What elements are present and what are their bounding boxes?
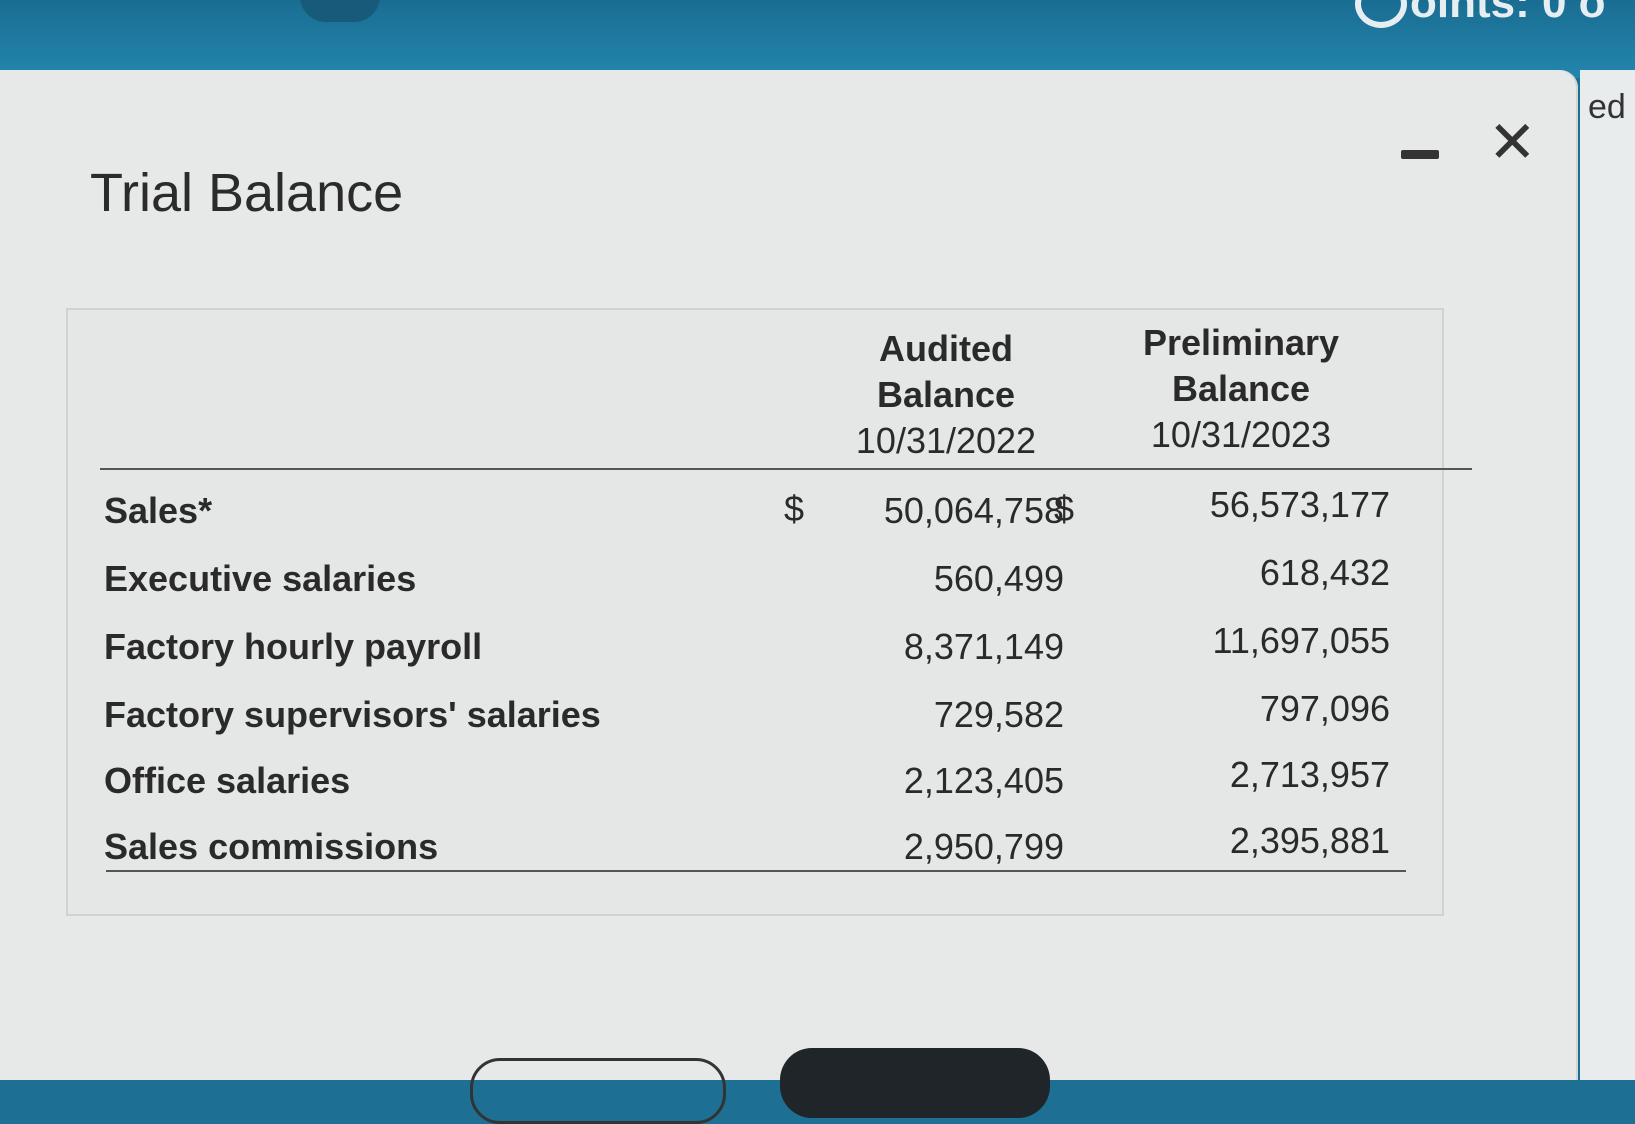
minimize-button[interactable] [1400,136,1440,172]
row-label: Sales commissions [104,826,439,867]
audited-value: 2,123,405 [903,760,1064,801]
column-header-line: Preliminary [1142,322,1340,363]
table-row: Sales* $ 50,064,758 $ 56,573,177 [68,482,1442,542]
minimize-icon [1401,149,1439,159]
dialog-title: Trial Balance [90,163,404,223]
close-icon: ✕ [1488,110,1537,175]
trial-balance-dialog: Trial Balance ✕ Audited Balance 10/31/20… [0,70,1578,1080]
currency-symbol: $ [1054,488,1075,529]
column-header-line: Balance [876,374,1016,415]
column-header-preliminary: Preliminary Balance 10/31/2023 [1126,320,1356,458]
table-row: Office salaries 2,123,405 2,713,957 [68,752,1442,812]
preliminary-value: 618,432 [1259,552,1390,593]
column-header-audited: Audited Balance 10/31/2022 [846,326,1046,464]
preliminary-value: 11,697,055 [1212,620,1390,661]
background-text: ed [1588,88,1626,126]
audited-value: 2,950,799 [903,826,1064,867]
preliminary-value: 2,713,957 [1229,754,1390,795]
column-header-date: 10/31/2022 [855,420,1037,461]
audited-value: 560,499 [933,558,1064,599]
table-row: Executive salaries 560,499 618,432 [68,550,1442,610]
table-row: Sales commissions 2,950,799 2,395,881 [68,818,1442,878]
points-text: oints: 0 o [1410,0,1606,27]
background-page [1580,70,1635,1080]
row-label: Factory hourly payroll [104,626,483,667]
done-button[interactable] [780,1048,1050,1118]
preliminary-value: 56,573,177 [1209,484,1390,525]
audited-value: 8,371,149 [903,626,1064,667]
preliminary-value: 2,395,881 [1229,820,1390,861]
row-label: Executive salaries [104,558,417,599]
preliminary-value: 797,096 [1259,688,1390,729]
avatar[interactable] [300,0,380,22]
row-label: Sales* [104,490,213,531]
print-button[interactable] [470,1058,726,1124]
header-divider [100,468,1472,470]
column-header-line: Audited [879,328,1013,369]
row-label: Factory supervisors' salaries [104,694,601,735]
table-bottom-divider [106,870,1406,872]
points-ring-icon [1355,0,1407,28]
currency-symbol: $ [784,488,805,529]
audited-value: 729,582 [933,694,1064,735]
column-header-line: Balance [1171,368,1311,409]
trial-balance-table: Audited Balance 10/31/2022 Preliminary B… [66,308,1472,916]
table-row: Factory hourly payroll 8,371,149 11,697,… [68,618,1442,678]
column-header-date: 10/31/2023 [1150,414,1332,455]
row-label: Office salaries [104,760,351,801]
close-button[interactable]: ✕ [1488,114,1537,172]
audited-value: 50,064,758 [883,490,1064,531]
table-row: Factory supervisors' salaries 729,582 79… [68,686,1442,746]
top-bar: oints: 0 o [0,0,1635,78]
